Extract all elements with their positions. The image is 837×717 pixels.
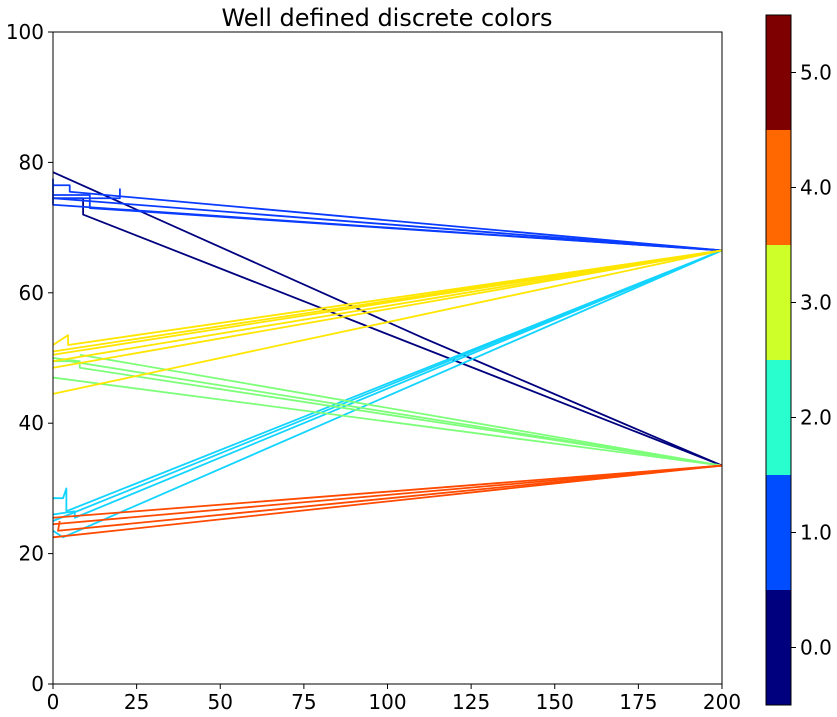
colorbar-bin-1 [766,475,791,590]
x-tick-label-5: 125 [452,690,490,714]
colorbar-bin-2 [766,360,791,475]
x-tick-label-7: 175 [619,690,657,714]
x-tick-label-0: 0 [47,690,60,714]
series-line-23 [52,464,723,539]
series-line-21 [52,464,723,526]
colorbar-tick-label-2: 2.0 [800,406,832,430]
series-line-13 [52,376,723,467]
series-line-3 [53,184,723,252]
series-line-2 [52,178,723,252]
x-tick-label-2: 50 [208,690,233,714]
series-line-6 [53,249,723,513]
series-line-8 [52,249,723,522]
series-line-19 [52,249,723,395]
series-line-22 [57,464,723,532]
series-line-9 [52,249,723,539]
series-line-16 [52,249,723,356]
x-tick-label-6: 150 [536,690,574,714]
x-tick-label-8: 200 [703,690,741,714]
colorbar-tick-label-5: 5.0 [800,61,832,85]
series-line-0 [52,171,723,467]
x-tick-label-3: 75 [291,690,316,714]
x-tick-label-4: 100 [368,690,406,714]
series-line-7 [52,249,723,519]
y-tick-label-3: 60 [19,281,44,305]
series-line-12 [53,360,723,467]
series-line-20 [52,464,723,519]
colorbar: 0.0 1.0 2.0 3.0 4.0 5.0 [765,14,832,706]
colorbar-bin-5 [766,15,791,130]
series-line-5 [52,188,723,252]
y-tick-label-5: 100 [6,20,44,44]
plot-frame [52,31,723,685]
series-line-17 [52,249,723,363]
colorbar-bin-0 [766,590,791,705]
colorbar-tick-label-3: 3.0 [800,291,832,315]
colorbar-tick-label-4: 4.0 [800,176,832,200]
colorbar-bin-3 [766,245,791,360]
series-line-14 [52,249,723,346]
x-tick-label-1: 25 [124,690,149,714]
y-axis: 0 20 40 60 80 100 [6,20,53,696]
colorbar-bin-4 [766,130,791,245]
colorbar-tick-label-0: 0.0 [800,636,832,660]
y-tick-label-0: 0 [31,672,44,696]
colorbar-tick-label-1: 1.0 [800,521,832,545]
chart-title: Well defined discrete colors [221,4,552,32]
series-line-11 [79,353,723,467]
series-line-18 [52,249,723,369]
colorbar-frame [765,14,792,706]
y-tick-label-2: 40 [19,411,44,435]
x-axis: 0 25 50 75 100 125 150 175 200 [47,684,741,714]
y-tick-label-4: 80 [19,150,44,174]
plot-lines [52,171,723,539]
y-tick-label-1: 20 [19,542,44,566]
